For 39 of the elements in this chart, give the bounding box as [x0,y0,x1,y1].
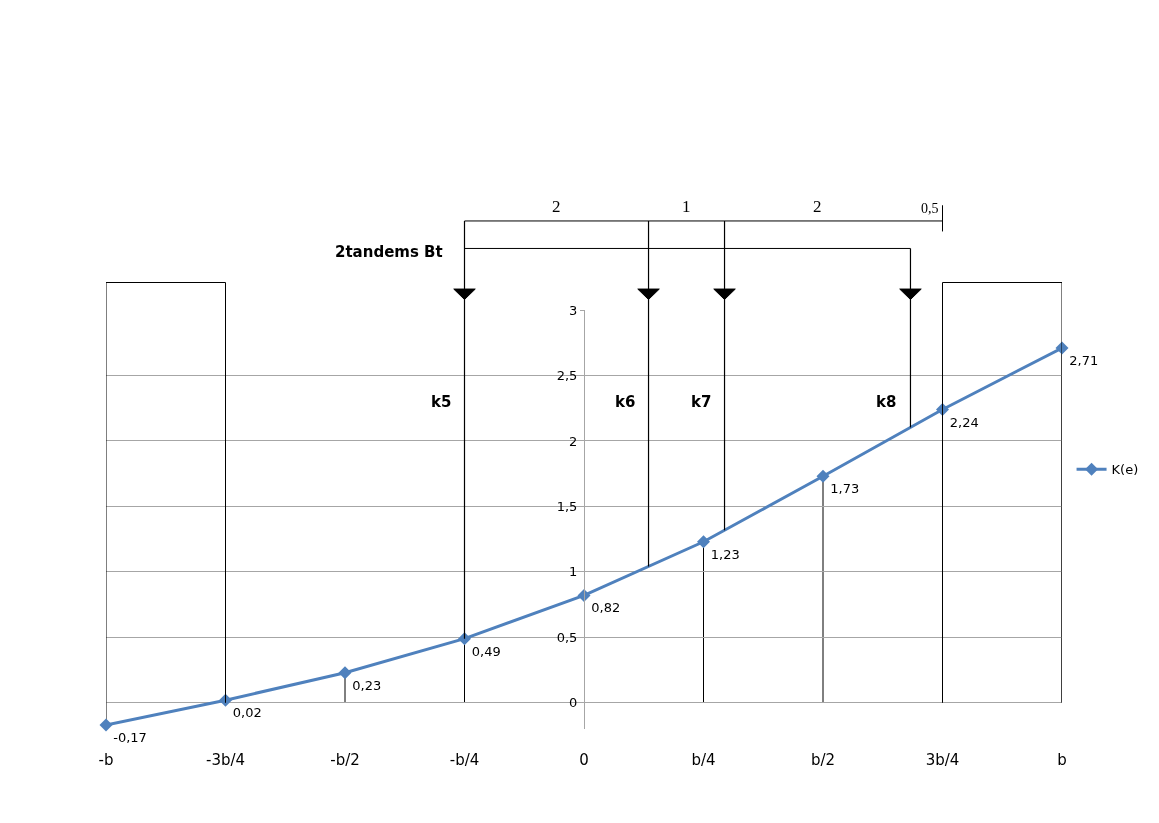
x-tick-label: -3b/4 [205,751,246,769]
data-label: 0,02 [232,705,262,721]
x-tick-label: -b/2 [330,751,360,769]
data-label: 2,24 [949,414,979,430]
annotation: k7 [691,393,712,411]
x-tick-label: 3b/4 [925,751,960,769]
text: 2 [813,197,822,216]
point [219,693,232,707]
annotation: k5 [431,393,452,411]
y-tick-label: 2 [569,433,578,449]
data-label: 0,23 [352,677,382,693]
y-tick-label: 1,5 [556,498,578,514]
y-tick-label: 0,5 [556,629,578,645]
point [338,666,352,680]
annotation: k6 [615,393,636,411]
text: 1 [682,197,691,216]
y-tick-label: 0 [569,695,578,711]
x-tick-label: b/2 [810,751,836,769]
x-tick-label: b [1057,751,1067,769]
x-tick-label: -b [98,751,114,769]
point [99,718,113,732]
point [697,535,710,549]
data-label: 0,49 [471,643,501,659]
data-label: 1,23 [710,546,740,562]
text: 0,5 [921,201,939,216]
y-tick-label: 2,5 [556,368,578,384]
y-tick-label: 1 [569,564,578,580]
point [816,469,830,483]
x-tick-label: b/4 [691,751,716,769]
x-tick-label: -b/4 [449,751,480,769]
data-label: -0,17 [113,730,147,746]
text: 2tandems Bt [335,243,443,261]
y-tick-label: 3 [569,302,578,318]
data-label: 1,73 [830,481,860,497]
legend-label: K(e) [1111,462,1139,478]
annotation: k8 [876,393,897,411]
point [458,632,471,646]
data-label: 0,82 [591,600,621,616]
data-label: 2,71 [1069,352,1099,368]
